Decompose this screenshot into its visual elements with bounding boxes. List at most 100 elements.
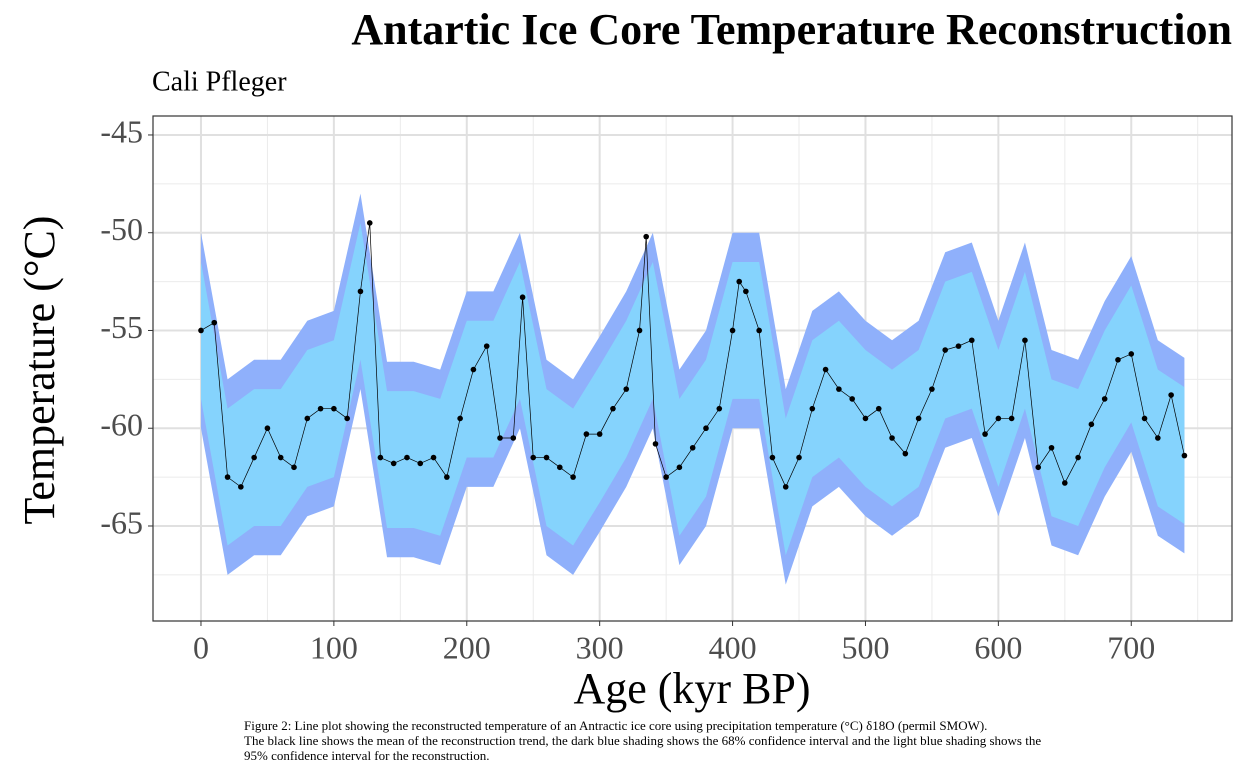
data-point [636,327,643,334]
caption-line: Figure 2: Line plot showing the reconstr… [244,718,987,733]
data-point [889,435,895,441]
data-point [510,435,517,441]
data-point [955,343,962,349]
data-point [357,288,364,295]
data-point [929,386,935,392]
data-point [982,431,988,437]
data-point [729,327,736,334]
data-point [1075,454,1081,461]
data-point [736,278,743,285]
data-point [1115,356,1121,363]
data-point [1022,337,1028,344]
data-point [264,425,271,432]
data-point [519,294,526,301]
data-point [366,220,373,226]
data-point [317,405,324,412]
data-point [676,464,683,471]
data-point [809,405,816,412]
x-tick-label: 200 [443,629,491,665]
x-tick-label: 400 [709,629,757,665]
y-axis-label: Temperature (°C) [15,216,64,525]
data-point [689,444,696,451]
chart-title: Antartic Ice Core Temperature Reconstruc… [351,5,1232,54]
data-point [796,454,802,461]
data-point [902,450,909,457]
data-point [457,415,463,422]
data-point [344,415,350,422]
data-point [942,347,949,353]
data-point [304,415,311,422]
y-tick-label: -50 [100,211,143,247]
data-point [570,474,576,480]
data-point [643,233,649,240]
x-axis-label: Age (kyr BP) [573,664,810,713]
y-tick-label: -55 [100,309,143,345]
data-point [238,484,244,490]
data-point [836,386,842,392]
data-point [1128,351,1135,357]
x-tick-label: 600 [974,629,1022,665]
data-point [875,405,882,412]
y-tick-label: -45 [100,113,143,149]
y-tick-label: -60 [100,407,143,443]
data-point [769,454,776,461]
data-point [1088,421,1095,428]
data-point [1035,464,1042,471]
x-tick-label: 500 [841,629,889,665]
y-tick-label: -65 [100,504,143,540]
data-point [782,484,789,490]
data-point [557,464,563,471]
data-point [1101,396,1108,402]
data-point [862,415,869,422]
data-point [716,405,723,412]
data-point [756,327,762,334]
data-point [849,396,855,402]
data-point [663,474,669,480]
data-point [198,327,204,334]
data-point [596,431,603,437]
plot-border [152,115,1233,622]
data-point [404,454,410,461]
data-point [277,454,284,461]
data-point [470,366,477,373]
data-point [610,405,616,412]
x-tick-label: 100 [310,629,358,665]
data-point [623,386,630,392]
data-point [703,425,709,432]
mean-line [200,222,1185,488]
data-point [743,288,749,295]
caption-line: The black line shows the mean of the rec… [244,733,1041,748]
data-point [1168,392,1174,398]
data-point [1181,452,1188,459]
caption-line: 95% confidence interval for the reconstr… [244,748,489,763]
data-point [390,460,397,467]
data-point [968,337,975,344]
data-point [417,460,424,467]
data-point [1048,444,1055,451]
data-point [995,415,1002,422]
x-tick-label: 700 [1107,629,1155,665]
confidence-band [200,222,1185,556]
data-point [915,415,922,422]
data-point [211,319,218,326]
data-point [331,405,337,412]
data-point [430,454,437,461]
data-point [444,474,450,480]
data-point [377,454,384,461]
data-point [543,454,550,461]
data-point [483,343,490,349]
data-point [822,366,829,373]
data-point [1062,480,1068,486]
x-tick-label: 300 [576,629,624,665]
data-point [652,441,659,447]
x-tick-label: 0 [193,629,209,665]
data-point [530,454,537,461]
data-point [224,474,231,480]
data-point [497,435,503,441]
data-point [251,454,257,461]
caption: Figure 2: Line plot showing the reconstr… [244,718,1041,763]
data-point [291,464,297,471]
data-point [1141,415,1148,422]
